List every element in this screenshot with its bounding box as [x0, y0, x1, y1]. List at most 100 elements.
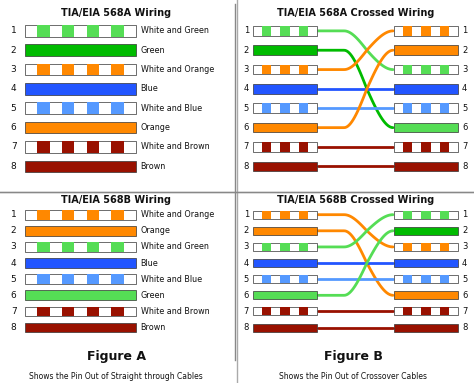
- Bar: [25, 25, 136, 37]
- Text: 2: 2: [462, 46, 467, 55]
- Text: White and Brown: White and Brown: [141, 307, 209, 316]
- Text: White and Orange: White and Orange: [141, 65, 214, 74]
- Text: 4: 4: [462, 259, 467, 268]
- Text: White and Brown: White and Brown: [141, 142, 209, 152]
- Bar: [299, 26, 308, 36]
- Bar: [440, 65, 449, 74]
- Text: Shows the Pin Out of Crossover Cables: Shows the Pin Out of Crossover Cables: [279, 372, 427, 381]
- Bar: [253, 243, 317, 251]
- Bar: [37, 210, 50, 219]
- Bar: [440, 142, 449, 152]
- Text: 4: 4: [11, 84, 17, 93]
- Text: 5: 5: [462, 104, 467, 113]
- Bar: [394, 142, 458, 152]
- Bar: [299, 65, 308, 74]
- Bar: [25, 103, 136, 114]
- Text: 5: 5: [11, 104, 17, 113]
- Bar: [37, 242, 50, 252]
- Bar: [87, 242, 99, 252]
- Text: 1: 1: [462, 210, 467, 219]
- Bar: [421, 243, 430, 251]
- Bar: [37, 25, 50, 37]
- Bar: [262, 26, 271, 36]
- Text: 2: 2: [11, 46, 17, 55]
- Bar: [37, 64, 50, 75]
- Text: 1: 1: [11, 26, 17, 35]
- Text: 5: 5: [244, 275, 249, 284]
- Bar: [253, 84, 317, 94]
- Bar: [253, 259, 317, 267]
- Bar: [262, 103, 271, 113]
- Text: Blue: Blue: [141, 259, 158, 268]
- Bar: [87, 25, 99, 37]
- Text: Brown: Brown: [141, 323, 166, 332]
- Bar: [394, 211, 458, 219]
- Bar: [281, 26, 290, 36]
- Bar: [281, 211, 290, 219]
- Text: White and Green: White and Green: [141, 26, 209, 35]
- Bar: [281, 65, 290, 74]
- Bar: [394, 227, 458, 235]
- Bar: [111, 307, 124, 316]
- Bar: [25, 160, 136, 172]
- Text: 2: 2: [11, 226, 17, 235]
- Bar: [421, 275, 430, 283]
- Bar: [299, 275, 308, 283]
- Text: 6: 6: [462, 291, 467, 300]
- Bar: [421, 26, 430, 36]
- Text: 3: 3: [11, 242, 17, 251]
- Bar: [403, 103, 412, 113]
- Bar: [25, 258, 136, 268]
- Bar: [253, 291, 317, 300]
- Bar: [37, 307, 50, 316]
- Text: 6: 6: [244, 123, 249, 132]
- Bar: [87, 210, 99, 219]
- Text: TIA/EIA 568B Crossed Wiring: TIA/EIA 568B Crossed Wiring: [277, 195, 434, 205]
- Bar: [253, 162, 317, 171]
- Text: 1: 1: [244, 210, 249, 219]
- Text: Green: Green: [141, 46, 165, 55]
- Bar: [25, 290, 136, 300]
- Bar: [421, 65, 430, 74]
- Text: 6: 6: [11, 123, 17, 132]
- Bar: [87, 64, 99, 75]
- Text: 7: 7: [11, 142, 17, 152]
- Bar: [394, 65, 458, 74]
- Bar: [111, 64, 124, 75]
- Bar: [262, 65, 271, 74]
- Bar: [403, 65, 412, 74]
- Bar: [25, 64, 136, 75]
- Text: 6: 6: [11, 291, 17, 300]
- Bar: [62, 274, 74, 284]
- Bar: [253, 275, 317, 283]
- Text: Orange: Orange: [141, 226, 171, 235]
- Bar: [440, 243, 449, 251]
- Text: Figure A: Figure A: [87, 350, 146, 363]
- Text: 2: 2: [244, 226, 249, 235]
- Text: White and Blue: White and Blue: [141, 104, 202, 113]
- Bar: [62, 307, 74, 316]
- Text: 8: 8: [11, 323, 17, 332]
- Bar: [394, 291, 458, 300]
- Text: 7: 7: [244, 142, 249, 152]
- Bar: [281, 243, 290, 251]
- Text: 6: 6: [462, 123, 467, 132]
- Text: 8: 8: [462, 162, 467, 171]
- Bar: [440, 308, 449, 316]
- Bar: [111, 25, 124, 37]
- Text: 5: 5: [244, 104, 249, 113]
- Bar: [403, 308, 412, 316]
- Bar: [111, 274, 124, 284]
- Bar: [37, 274, 50, 284]
- Text: 3: 3: [244, 65, 249, 74]
- Bar: [440, 26, 449, 36]
- Text: TIA/EIA 568B Wiring: TIA/EIA 568B Wiring: [61, 195, 171, 205]
- Bar: [37, 103, 50, 114]
- Bar: [37, 141, 50, 153]
- Text: 4: 4: [244, 259, 249, 268]
- Bar: [394, 243, 458, 251]
- Bar: [299, 211, 308, 219]
- Text: Orange: Orange: [141, 123, 171, 132]
- Bar: [25, 226, 136, 236]
- Bar: [403, 243, 412, 251]
